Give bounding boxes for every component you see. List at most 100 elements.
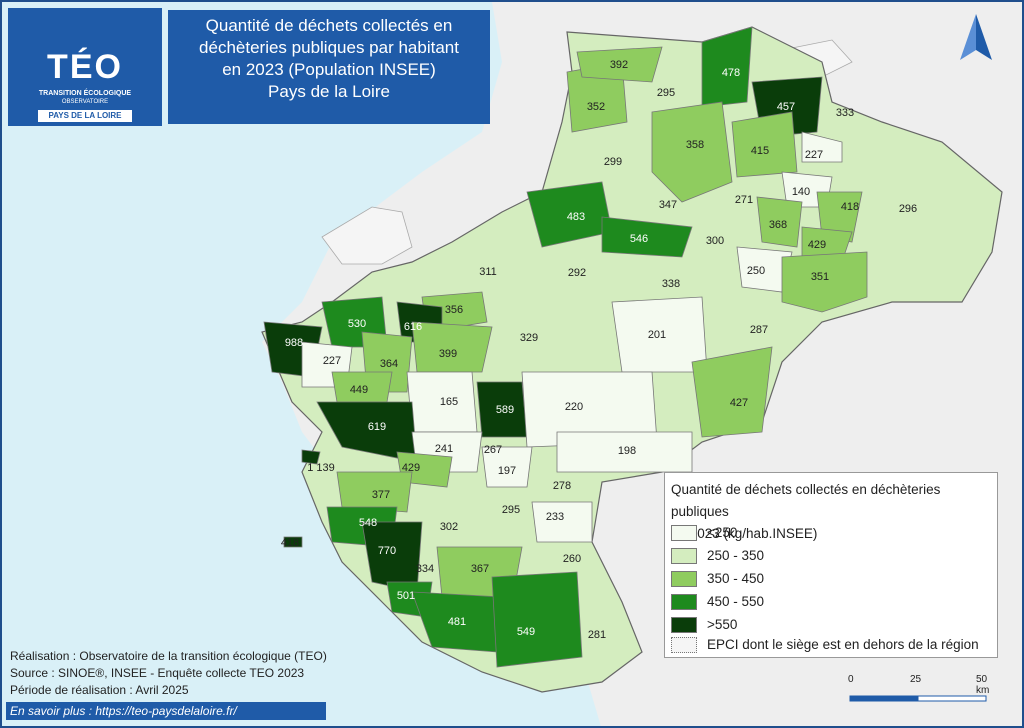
value-label: 250 [747,265,765,277]
value-label: 377 [372,489,390,501]
value-label: 546 [630,233,648,245]
legend-label: >550 [707,617,738,632]
value-label: 197 [498,465,516,477]
teo-logo: TÉO TRANSITION ÉCOLOGIQUE OBSERVATOIRE P… [8,8,162,126]
legend-label: 450 - 550 [707,594,765,609]
scale-label-0: 0 [848,674,854,685]
value-label: 278 [553,480,571,492]
value-label: 429 [402,462,420,474]
legend-swatch [671,617,697,633]
value-label: 418 [841,201,859,213]
value-label: 481 [448,616,466,628]
value-label: 333 [836,107,854,119]
legend-swatch [671,571,697,587]
value-label: 198 [618,445,636,457]
legend: Quantité de déchets collectés en déchète… [664,472,998,658]
logo-main-text: TÉO [47,48,123,86]
title-line-1: Quantité de déchets collectés en [205,16,453,35]
logo-sub-text-2: OBSERVATOIRE [61,99,109,105]
value-label: 281 [588,629,606,641]
value-label: 292 [568,267,586,279]
value-label: 429 [808,239,826,251]
more-info-link[interactable]: En savoir plus : https://teo-paysdelaloi… [6,702,326,720]
value-label: 364 [380,358,398,370]
value-label: 165 [440,396,458,408]
legend-title: Quantité de déchets collectés en déchète… [671,479,991,545]
logo-badge: PAYS DE LA LOIRE [38,110,132,122]
value-label: 770 [378,545,396,557]
value-label: 227 [805,149,823,161]
value-label: 399 [439,348,457,360]
value-label: 220 [565,401,583,413]
value-label: 988 [285,337,303,349]
legend-title-line-1: Quantité de déchets collectés en déchète… [671,482,941,519]
value-label: 271 [735,194,753,206]
value-label: 392 [610,59,628,71]
legend-swatch-dotted [671,637,697,653]
scale-label-25: 25 [910,674,922,685]
value-label: 616 [404,321,422,333]
value-label: 267 [484,444,502,456]
value-label: 299 [604,156,622,168]
value-label: 415 [751,145,769,157]
scale-label-50: 50 km [976,674,990,696]
value-label: 449 [350,384,368,396]
title-line-3: en 2023 (Population INSEE) [222,60,436,79]
value-label: 140 [792,186,810,198]
value-label: 329 [520,332,538,344]
value-label: 501 [397,590,415,602]
value-label: 351 [811,271,829,283]
map-title: Quantité de déchets collectés en déchète… [168,10,490,124]
value-label: 352 [587,101,605,113]
value-label: 201 [648,329,666,341]
value-label: 483 [567,211,585,223]
value-label: 300 [706,235,724,247]
credit-line-1: Réalisation : Observatoire de la transit… [10,649,327,663]
value-label: 241 [435,443,453,455]
north-arrow-icon [960,14,992,60]
credits: Réalisation : Observatoire de la transit… [10,648,327,699]
credit-line-2: Source : SINOE®, INSEE - Enquête collect… [10,666,305,680]
legend-label: <250 [707,525,738,540]
legend-title-line-2: en 2023 (kg/hab.INSEE) [671,526,818,541]
value-label: 549 [517,626,535,638]
value-label: 418 [281,537,299,549]
legend-label: 250 - 350 [707,548,765,563]
value-label: 227 [323,355,341,367]
value-labels: 392 295 478 352 457 333 358 415 227 299 … [281,59,917,641]
value-label: 368 [769,219,787,231]
value-label: 338 [662,278,680,290]
value-label: 356 [445,304,463,316]
value-label: 548 [359,517,377,529]
value-label: 233 [546,511,564,523]
value-label: 1 139 [307,462,335,474]
value-label: 334 [416,563,434,575]
value-label: 457 [777,101,795,113]
value-label: 347 [659,199,677,211]
value-label: 530 [348,318,366,330]
value-label: 260 [563,553,581,565]
value-label: 296 [899,203,917,215]
epci-patches [263,26,868,668]
value-label: 367 [471,563,489,575]
value-label: 589 [496,404,514,416]
credit-line-3: Période de réalisation : Avril 2025 [10,683,189,697]
value-label: 311 [479,266,497,278]
legend-label: 350 - 450 [707,571,765,586]
legend-swatch [671,548,697,564]
value-label: 287 [750,324,768,336]
outside-epci-north [321,206,413,265]
value-label: 358 [686,139,704,151]
title-line-4: Pays de la Loire [268,82,390,101]
logo-sub-text: TRANSITION ÉCOLOGIQUE [38,90,132,97]
title-line-2: déchèteries publiques par habitant [199,38,459,57]
value-label: 427 [730,397,748,409]
legend-label: EPCI dont le siège est en dehors de la r… [707,637,979,652]
scale-bar-graphic [849,695,987,702]
legend-swatch [671,594,697,610]
value-label: 619 [368,421,386,433]
value-label: 302 [440,521,458,533]
legend-swatch [671,525,697,541]
